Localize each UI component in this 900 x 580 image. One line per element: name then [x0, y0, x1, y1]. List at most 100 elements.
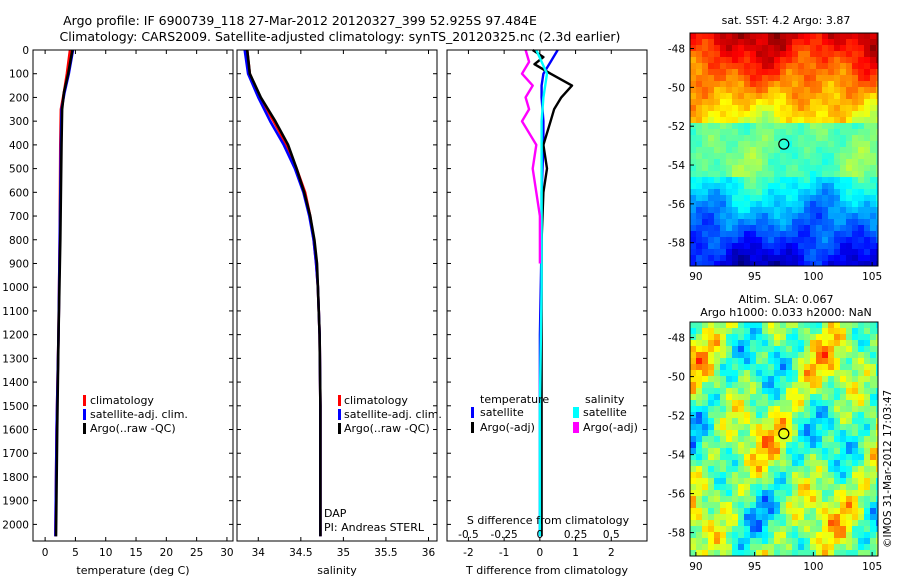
map-cell	[834, 514, 841, 521]
map-cell	[690, 538, 697, 545]
map-cell	[864, 460, 871, 467]
map-cell	[804, 195, 811, 202]
map-cell	[852, 376, 859, 383]
map-cell	[744, 255, 751, 262]
map-cell	[858, 147, 865, 154]
map-cell	[780, 183, 787, 190]
map-cell	[756, 195, 763, 202]
map-cell	[708, 183, 715, 190]
map-cell	[750, 466, 757, 473]
map-cell	[726, 508, 733, 515]
map-cell	[828, 448, 835, 455]
map-cell	[876, 460, 879, 467]
map-cell	[804, 364, 811, 371]
map-cell	[816, 189, 823, 196]
y-tick-label: 1100	[2, 306, 29, 318]
map-cell	[696, 322, 703, 329]
map-cell	[720, 424, 727, 431]
map-cell	[780, 111, 787, 118]
map-cell	[852, 261, 859, 267]
map-cell	[708, 436, 715, 443]
map-cell	[768, 135, 775, 142]
map-cell	[774, 472, 781, 479]
map-cell	[744, 436, 751, 443]
map-cell	[774, 382, 781, 389]
map-cell	[834, 328, 841, 335]
map-cell	[690, 93, 697, 100]
map-cell	[870, 105, 877, 112]
map-cell	[690, 207, 697, 214]
map-cell	[744, 514, 751, 521]
map-cell	[762, 183, 769, 190]
legend-label: Argo(..raw -QC)	[344, 422, 430, 435]
map-cell	[696, 207, 703, 214]
map-cell	[804, 400, 811, 407]
map-cell	[768, 328, 775, 335]
map-cell	[846, 532, 853, 539]
temperature-panel: 0100200300400500600700800900100011001200…	[2, 45, 233, 577]
map-cell	[738, 123, 745, 130]
map-cell	[810, 448, 817, 455]
map-cell	[762, 514, 769, 521]
map-cell	[744, 448, 751, 455]
map-cell	[852, 81, 859, 88]
map-cell	[840, 394, 847, 401]
map-cell	[702, 129, 709, 136]
map-cell	[852, 430, 859, 437]
map-cell	[696, 57, 703, 64]
map-cell	[708, 418, 715, 425]
map-cell	[738, 490, 745, 497]
map-cell	[804, 466, 811, 473]
map-cell	[768, 243, 775, 250]
map-cell	[846, 454, 853, 461]
map-cell	[708, 105, 715, 112]
map-cell	[732, 394, 739, 401]
map-cell	[780, 171, 787, 178]
map-cell	[828, 376, 835, 383]
map-cell	[864, 33, 871, 40]
map-cell	[768, 382, 775, 389]
map-cell	[726, 520, 733, 527]
legend-swatch-s-satellite	[573, 407, 579, 418]
map-cell	[870, 526, 877, 533]
map-cell	[726, 165, 733, 172]
map-cell	[786, 171, 793, 178]
map-cell	[816, 514, 823, 521]
map-cell	[810, 424, 817, 431]
map-cell	[876, 478, 879, 485]
map-cell	[756, 87, 763, 94]
map-cell	[714, 508, 721, 515]
map-cell	[738, 544, 745, 551]
map-cell	[852, 334, 859, 341]
map-cell	[768, 454, 775, 461]
map-cell	[696, 243, 703, 250]
map-cell	[690, 430, 697, 437]
map-cell	[720, 225, 727, 232]
map-cell	[708, 141, 715, 148]
map-cell	[804, 442, 811, 449]
map-cell	[750, 207, 757, 214]
map-cell	[858, 99, 865, 106]
map-cell	[726, 550, 733, 557]
map-cell	[858, 388, 865, 395]
map-cell	[852, 141, 859, 148]
map-cell	[732, 430, 739, 437]
map-cell	[762, 490, 769, 497]
map-cell	[798, 63, 805, 70]
map-cell	[708, 532, 715, 539]
map-cell	[858, 195, 865, 202]
map-cell	[834, 472, 841, 479]
map-cell	[780, 123, 787, 130]
map-cell	[756, 45, 763, 52]
map-cell	[864, 490, 871, 497]
map-cell	[774, 520, 781, 527]
map-cell	[708, 243, 715, 250]
map-cell	[762, 448, 769, 455]
map-cell	[816, 159, 823, 166]
map-cell	[804, 388, 811, 395]
map-cell	[690, 508, 697, 515]
map-cell	[822, 496, 829, 503]
map-cell	[798, 490, 805, 497]
map-cell	[762, 526, 769, 533]
map-cell	[750, 328, 757, 335]
